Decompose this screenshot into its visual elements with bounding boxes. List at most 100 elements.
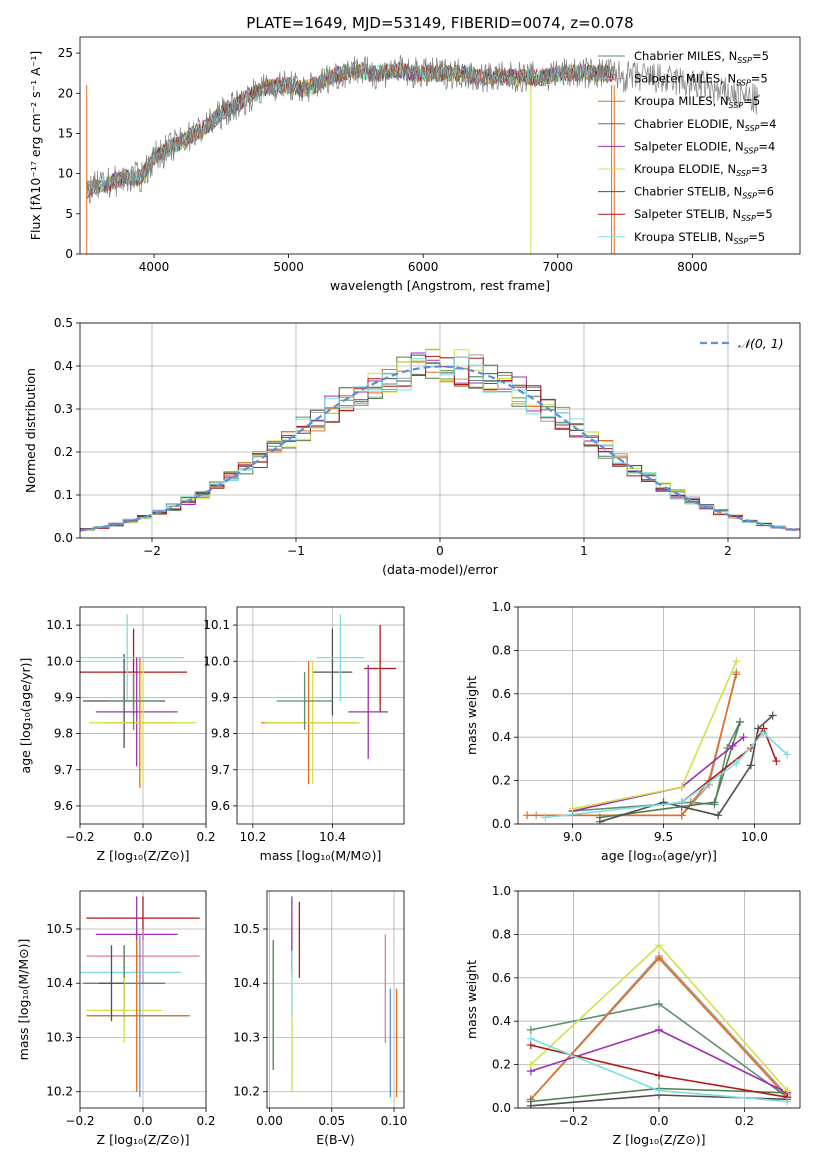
x-tick-label: 0 (436, 544, 444, 558)
legend-label: 𝒩(0, 1) (738, 336, 784, 351)
error-bar-point (95, 657, 178, 767)
series-line (572, 660, 738, 810)
y-tick-label: 10.5 (46, 922, 73, 936)
y-tick-label: 9.8 (54, 727, 73, 741)
data-point-marker (568, 804, 577, 813)
data-point-marker (768, 711, 777, 720)
x-tick-label: 8000 (677, 260, 708, 274)
data-point-marker (655, 999, 663, 1008)
x-tick-label: 10.4 (319, 830, 346, 844)
legend-label: Kroupa MILES, NSSP=5 (634, 94, 760, 110)
y-axis-label: Flux [fλ10⁻¹⁷ erg cm⁻² s⁻¹ A⁻¹] (28, 51, 43, 240)
x-tick-label: 9.0 (563, 830, 582, 844)
panel-residuals: −2 −1 0 1 2 0.0 0.1 0.2 0.3 0.4 0.5 (data-model)/er… (23, 316, 801, 577)
y-tick-label: 5 (65, 207, 73, 221)
data-point-marker (655, 1025, 663, 1034)
y-tick-label: 10 (58, 167, 73, 181)
series-line (572, 721, 741, 812)
series-line (572, 736, 745, 812)
y-tick-label: 10.1 (46, 618, 73, 632)
x-tick-label: −0.2 (65, 830, 94, 844)
error-bar-point (86, 939, 188, 1092)
plot-area (86, 54, 760, 254)
x-tick-label: 2 (724, 544, 732, 558)
y-tick-label: 1.0 (492, 600, 511, 614)
x-tick-label: −0.2 (559, 1114, 588, 1128)
error-bar-point (86, 928, 200, 984)
data-point-marker (526, 1025, 535, 1034)
x-tick-label: 5000 (273, 260, 304, 274)
x-axis-label: age [log₁₀(age/yr)] (601, 848, 717, 863)
data-point-marker (595, 817, 604, 824)
x-tick-label: −1 (287, 544, 305, 558)
data-point-marker (783, 750, 792, 759)
legend-label: Salpeter ELODIE, NSSP=4 (634, 139, 775, 155)
x-tick-label: 9.5 (654, 830, 673, 844)
y-tick-label: 0.8 (492, 643, 511, 657)
y-tick-label: 0.0 (54, 531, 73, 545)
error-bar-point (98, 945, 125, 1022)
y-tick-label: 0.3 (54, 402, 73, 416)
y-tick-label: 0.4 (54, 359, 73, 373)
axes-frame (517, 890, 801, 1109)
y-tick-label: 9.7 (211, 763, 230, 777)
data-point-marker (526, 1034, 535, 1043)
y-tick-label: 0.0 (492, 1101, 511, 1115)
y-tick-label: 10.2 (233, 1085, 260, 1099)
axes-frame (79, 606, 207, 825)
normal-curve (80, 365, 800, 532)
y-axis-label: Normed distribution (23, 368, 38, 493)
data-point-marker (746, 761, 755, 770)
x-axis-label: wavelength [Angstrom, rest frame] (330, 278, 550, 293)
x-tick-label: 0.2 (735, 1114, 754, 1128)
y-tick-label: 1.0 (492, 884, 511, 898)
data-point-marker (526, 1060, 535, 1069)
x-axis-label: Z [log₁₀(Z/Z⊙)] (97, 848, 190, 863)
y-tick-label: 0.2 (492, 1058, 511, 1072)
x-tick-label: 0.2 (196, 1114, 215, 1128)
plot-area (526, 941, 792, 1108)
x-axis-label: Z [log₁₀(Z/Z⊙)] (97, 1132, 190, 1147)
y-tick-label: 0 (65, 247, 73, 261)
spectrum-data-line (86, 54, 760, 204)
x-tick-label: 0.05 (318, 1114, 345, 1128)
x-tick-label: 0.10 (381, 1114, 408, 1128)
data-point-marker (728, 741, 737, 750)
data-point-marker (735, 718, 744, 727)
y-tick-label: 10.0 (46, 654, 73, 668)
x-tick-label: −2 (143, 544, 161, 558)
legend-label: Salpeter MILES, NSSP=5 (634, 72, 768, 88)
y-tick-label: 0.4 (492, 730, 511, 744)
x-tick-label: 1 (580, 544, 588, 558)
error-bar-point (80, 614, 184, 702)
x-axis-label: (data-model)/error (382, 562, 499, 577)
y-tick-label: 10.1 (203, 618, 230, 632)
y-tick-label: 0.4 (492, 1014, 511, 1028)
data-point-marker (655, 954, 663, 963)
data-point-marker (710, 798, 719, 807)
plot-area (80, 896, 200, 1098)
y-tick-label: 10.4 (46, 976, 73, 990)
series-line (681, 726, 778, 803)
data-point-marker (677, 783, 686, 792)
x-axis-label: mass [log₁₀(M/M⊙)] (260, 848, 382, 863)
error-bar-point (89, 661, 197, 785)
y-tick-label: 0.6 (492, 971, 511, 985)
data-point-marker (541, 813, 550, 822)
plot-area (80, 348, 800, 533)
axes-frame (266, 890, 405, 1109)
histogram-step (80, 356, 800, 533)
plot-area (80, 614, 197, 788)
y-tick-label: 0.2 (492, 774, 511, 788)
panel-mass_vs_Z: −0.2 0.0 0.2 10.2 10.3 10.4 10.5 Z [log₁₀(Z/Z⊙)… (16, 890, 216, 1147)
error-bar-point (312, 628, 353, 716)
y-tick-label: 9.6 (211, 799, 230, 813)
series-line (527, 674, 738, 817)
series-line (599, 721, 741, 819)
y-tick-label: 0.0 (492, 817, 511, 831)
x-tick-label: 10.2 (240, 830, 267, 844)
axes-frame (79, 36, 801, 255)
x-tick-label: −0.2 (65, 1114, 94, 1128)
error-bar-point (348, 664, 389, 759)
